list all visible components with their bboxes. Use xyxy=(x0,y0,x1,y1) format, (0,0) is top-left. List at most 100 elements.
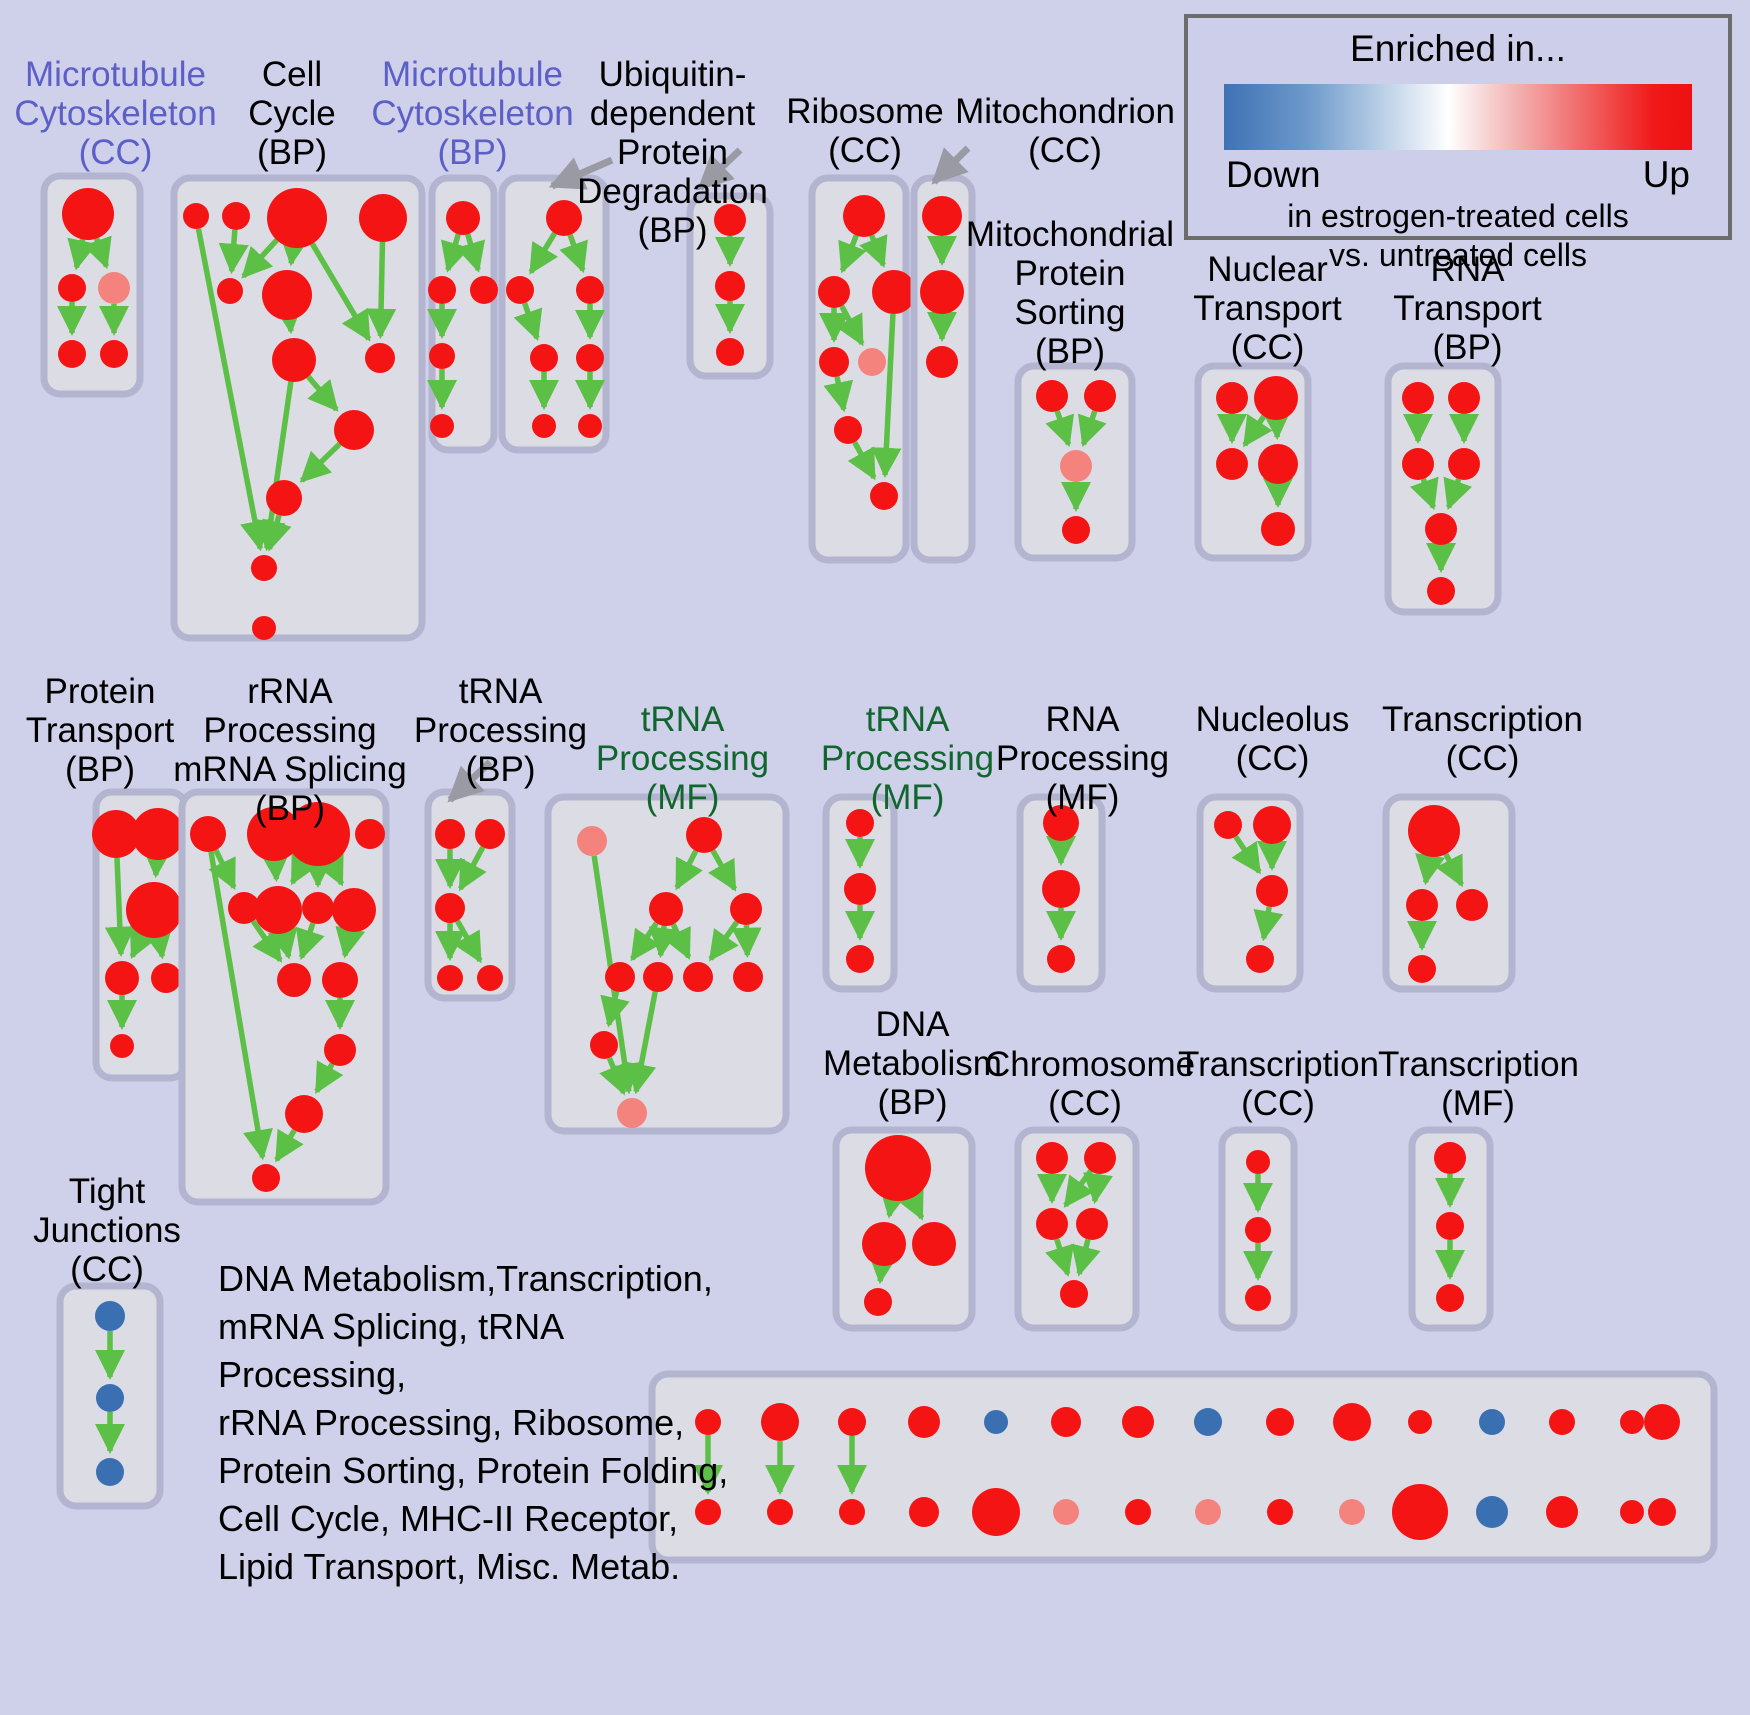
node-nucleolus-cc-3[interactable] xyxy=(1246,945,1274,973)
node-misc-wide-panel-12[interactable] xyxy=(1122,1406,1154,1438)
node-nuclear-transport-cc-0[interactable] xyxy=(1216,382,1248,414)
node-misc-wide-panel-25[interactable] xyxy=(1546,1496,1578,1528)
node-cell-cycle-bp-4[interactable] xyxy=(217,278,243,304)
node-trna-processing-bp-2[interactable] xyxy=(435,893,465,923)
node-cell-cycle-bp-12[interactable] xyxy=(252,616,276,640)
node-microtubule-cytoskeleton-cc-0[interactable] xyxy=(62,188,114,240)
node-trna-processing-mf-large-9[interactable] xyxy=(617,1098,647,1128)
node-rrna-mrna-splicing-bp-3[interactable] xyxy=(355,819,385,849)
node-transcription-cc-bottom-1[interactable] xyxy=(1245,1217,1271,1243)
node-misc-wide-panel-17[interactable] xyxy=(1267,1499,1293,1525)
node-transcription-cc-top-0[interactable] xyxy=(1408,805,1460,857)
node-trna-processing-mf-small-0[interactable] xyxy=(846,809,874,837)
node-nuclear-transport-cc-1[interactable] xyxy=(1254,376,1298,420)
node-transcription-cc-top-3[interactable] xyxy=(1408,955,1436,983)
node-microtubule-cytoskeleton-cc-1[interactable] xyxy=(58,274,86,302)
node-rrna-mrna-splicing-bp-9[interactable] xyxy=(322,962,358,998)
node-rrna-mrna-splicing-bp-6[interactable] xyxy=(302,892,334,924)
node-misc-wide-panel-28[interactable] xyxy=(1644,1404,1680,1440)
node-microtubule-cytoskeleton-bp-3[interactable] xyxy=(429,343,455,369)
node-trna-processing-mf-large-3[interactable] xyxy=(730,893,762,925)
node-cell-cycle-bp-9[interactable] xyxy=(334,410,374,450)
node-cell-cycle-bp-7[interactable] xyxy=(272,338,316,382)
node-ubiquitin-dependent-protein-degradation-bp-wide-0[interactable] xyxy=(546,200,582,236)
node-nucleolus-cc-2[interactable] xyxy=(1256,875,1288,907)
node-nuclear-transport-cc-3[interactable] xyxy=(1258,444,1298,484)
node-chromosome-cc-1[interactable] xyxy=(1084,1142,1116,1174)
node-misc-wide-panel-27[interactable] xyxy=(1620,1500,1644,1524)
node-transcription-cc-bottom-0[interactable] xyxy=(1246,1150,1270,1174)
node-rrna-mrna-splicing-bp-1[interactable] xyxy=(247,807,301,861)
node-rna-transport-bp-0[interactable] xyxy=(1402,382,1434,414)
node-protein-transport-bp-4[interactable] xyxy=(151,963,181,993)
node-misc-wide-panel-26[interactable] xyxy=(1620,1410,1644,1434)
node-ribosome-cc-0[interactable] xyxy=(843,195,885,237)
node-microtubule-cytoskeleton-cc-3[interactable] xyxy=(58,340,86,368)
node-chromosome-cc-2[interactable] xyxy=(1036,1208,1068,1240)
node-rna-processing-mf-0[interactable] xyxy=(1043,805,1079,841)
node-ribosome-cc-5[interactable] xyxy=(834,416,862,444)
node-protein-transport-bp-0[interactable] xyxy=(92,810,140,858)
node-mitochondrial-protein-sorting-bp-3[interactable] xyxy=(1062,516,1090,544)
node-misc-wide-panel-20[interactable] xyxy=(1408,1410,1432,1434)
node-trna-processing-mf-large-5[interactable] xyxy=(643,962,673,992)
node-misc-wide-panel-22[interactable] xyxy=(1479,1409,1505,1435)
node-nucleolus-cc-1[interactable] xyxy=(1253,806,1291,844)
node-rna-processing-mf-2[interactable] xyxy=(1047,945,1075,973)
node-trna-processing-mf-large-7[interactable] xyxy=(733,962,763,992)
node-misc-wide-panel-14[interactable] xyxy=(1194,1408,1222,1436)
node-trna-processing-bp-3[interactable] xyxy=(437,965,463,991)
node-protein-transport-bp-1[interactable] xyxy=(132,808,184,860)
node-misc-wide-panel-21[interactable] xyxy=(1392,1484,1448,1540)
node-transcription-mf-1[interactable] xyxy=(1436,1212,1464,1240)
node-microtubule-cytoskeleton-bp-0[interactable] xyxy=(446,201,480,235)
node-rrna-mrna-splicing-bp-2[interactable] xyxy=(286,802,350,866)
node-rrna-mrna-splicing-bp-12[interactable] xyxy=(252,1164,280,1192)
node-tight-junctions-cc-0[interactable] xyxy=(95,1301,125,1331)
node-rrna-mrna-splicing-bp-8[interactable] xyxy=(277,963,311,997)
node-ubiquitin-dependent-protein-degradation-bp-2[interactable] xyxy=(716,338,744,366)
node-rrna-mrna-splicing-bp-4[interactable] xyxy=(228,892,260,924)
node-mitochondrion-cc-2[interactable] xyxy=(926,346,958,378)
node-chromosome-cc-4[interactable] xyxy=(1060,1280,1088,1308)
node-trna-processing-mf-small-1[interactable] xyxy=(844,873,876,905)
node-rrna-mrna-splicing-bp-5[interactable] xyxy=(254,886,302,934)
node-rna-transport-bp-5[interactable] xyxy=(1427,577,1455,605)
node-dna-metabolism-bp-3[interactable] xyxy=(864,1288,892,1316)
node-rna-transport-bp-4[interactable] xyxy=(1425,513,1457,545)
node-misc-wide-panel-18[interactable] xyxy=(1333,1403,1371,1441)
node-cell-cycle-bp-5[interactable] xyxy=(262,270,312,320)
node-microtubule-cytoskeleton-cc-2[interactable] xyxy=(98,272,130,304)
node-microtubule-cytoskeleton-bp-2[interactable] xyxy=(470,276,498,304)
node-ribosome-cc-2[interactable] xyxy=(872,270,916,314)
node-rna-processing-mf-1[interactable] xyxy=(1042,870,1080,908)
node-transcription-mf-0[interactable] xyxy=(1434,1142,1466,1174)
node-misc-wide-panel-23[interactable] xyxy=(1476,1496,1508,1528)
node-trna-processing-bp-4[interactable] xyxy=(477,965,503,991)
node-misc-wide-panel-11[interactable] xyxy=(1053,1499,1079,1525)
node-transcription-mf-2[interactable] xyxy=(1436,1284,1464,1312)
node-rrna-mrna-splicing-bp-0[interactable] xyxy=(190,816,226,852)
node-misc-wide-panel-5[interactable] xyxy=(839,1499,865,1525)
node-misc-wide-panel-0[interactable] xyxy=(695,1409,721,1435)
node-ubiquitin-dependent-protein-degradation-bp-wide-4[interactable] xyxy=(576,344,604,372)
node-mitochondrion-cc-1[interactable] xyxy=(920,270,964,314)
node-ubiquitin-dependent-protein-degradation-bp-0[interactable] xyxy=(714,204,746,236)
node-misc-wide-panel-7[interactable] xyxy=(909,1497,939,1527)
node-misc-wide-panel-13[interactable] xyxy=(1125,1499,1151,1525)
node-transcription-cc-bottom-2[interactable] xyxy=(1245,1285,1271,1311)
node-trna-processing-mf-large-6[interactable] xyxy=(683,962,713,992)
node-ubiquitin-dependent-protein-degradation-bp-wide-2[interactable] xyxy=(576,276,604,304)
node-rrna-mrna-splicing-bp-11[interactable] xyxy=(285,1095,323,1133)
node-misc-wide-panel-3[interactable] xyxy=(767,1499,793,1525)
node-cell-cycle-bp-1[interactable] xyxy=(222,202,250,230)
node-nucleolus-cc-0[interactable] xyxy=(1214,811,1242,839)
node-rna-transport-bp-1[interactable] xyxy=(1448,382,1480,414)
node-misc-wide-panel-8[interactable] xyxy=(984,1410,1008,1434)
node-ubiquitin-dependent-protein-degradation-bp-wide-1[interactable] xyxy=(506,276,534,304)
node-trna-processing-mf-large-1[interactable] xyxy=(686,817,722,853)
node-misc-wide-panel-2[interactable] xyxy=(761,1403,799,1441)
node-trna-processing-mf-large-4[interactable] xyxy=(605,962,635,992)
node-cell-cycle-bp-0[interactable] xyxy=(183,203,209,229)
node-dna-metabolism-bp-0[interactable] xyxy=(865,1135,931,1201)
